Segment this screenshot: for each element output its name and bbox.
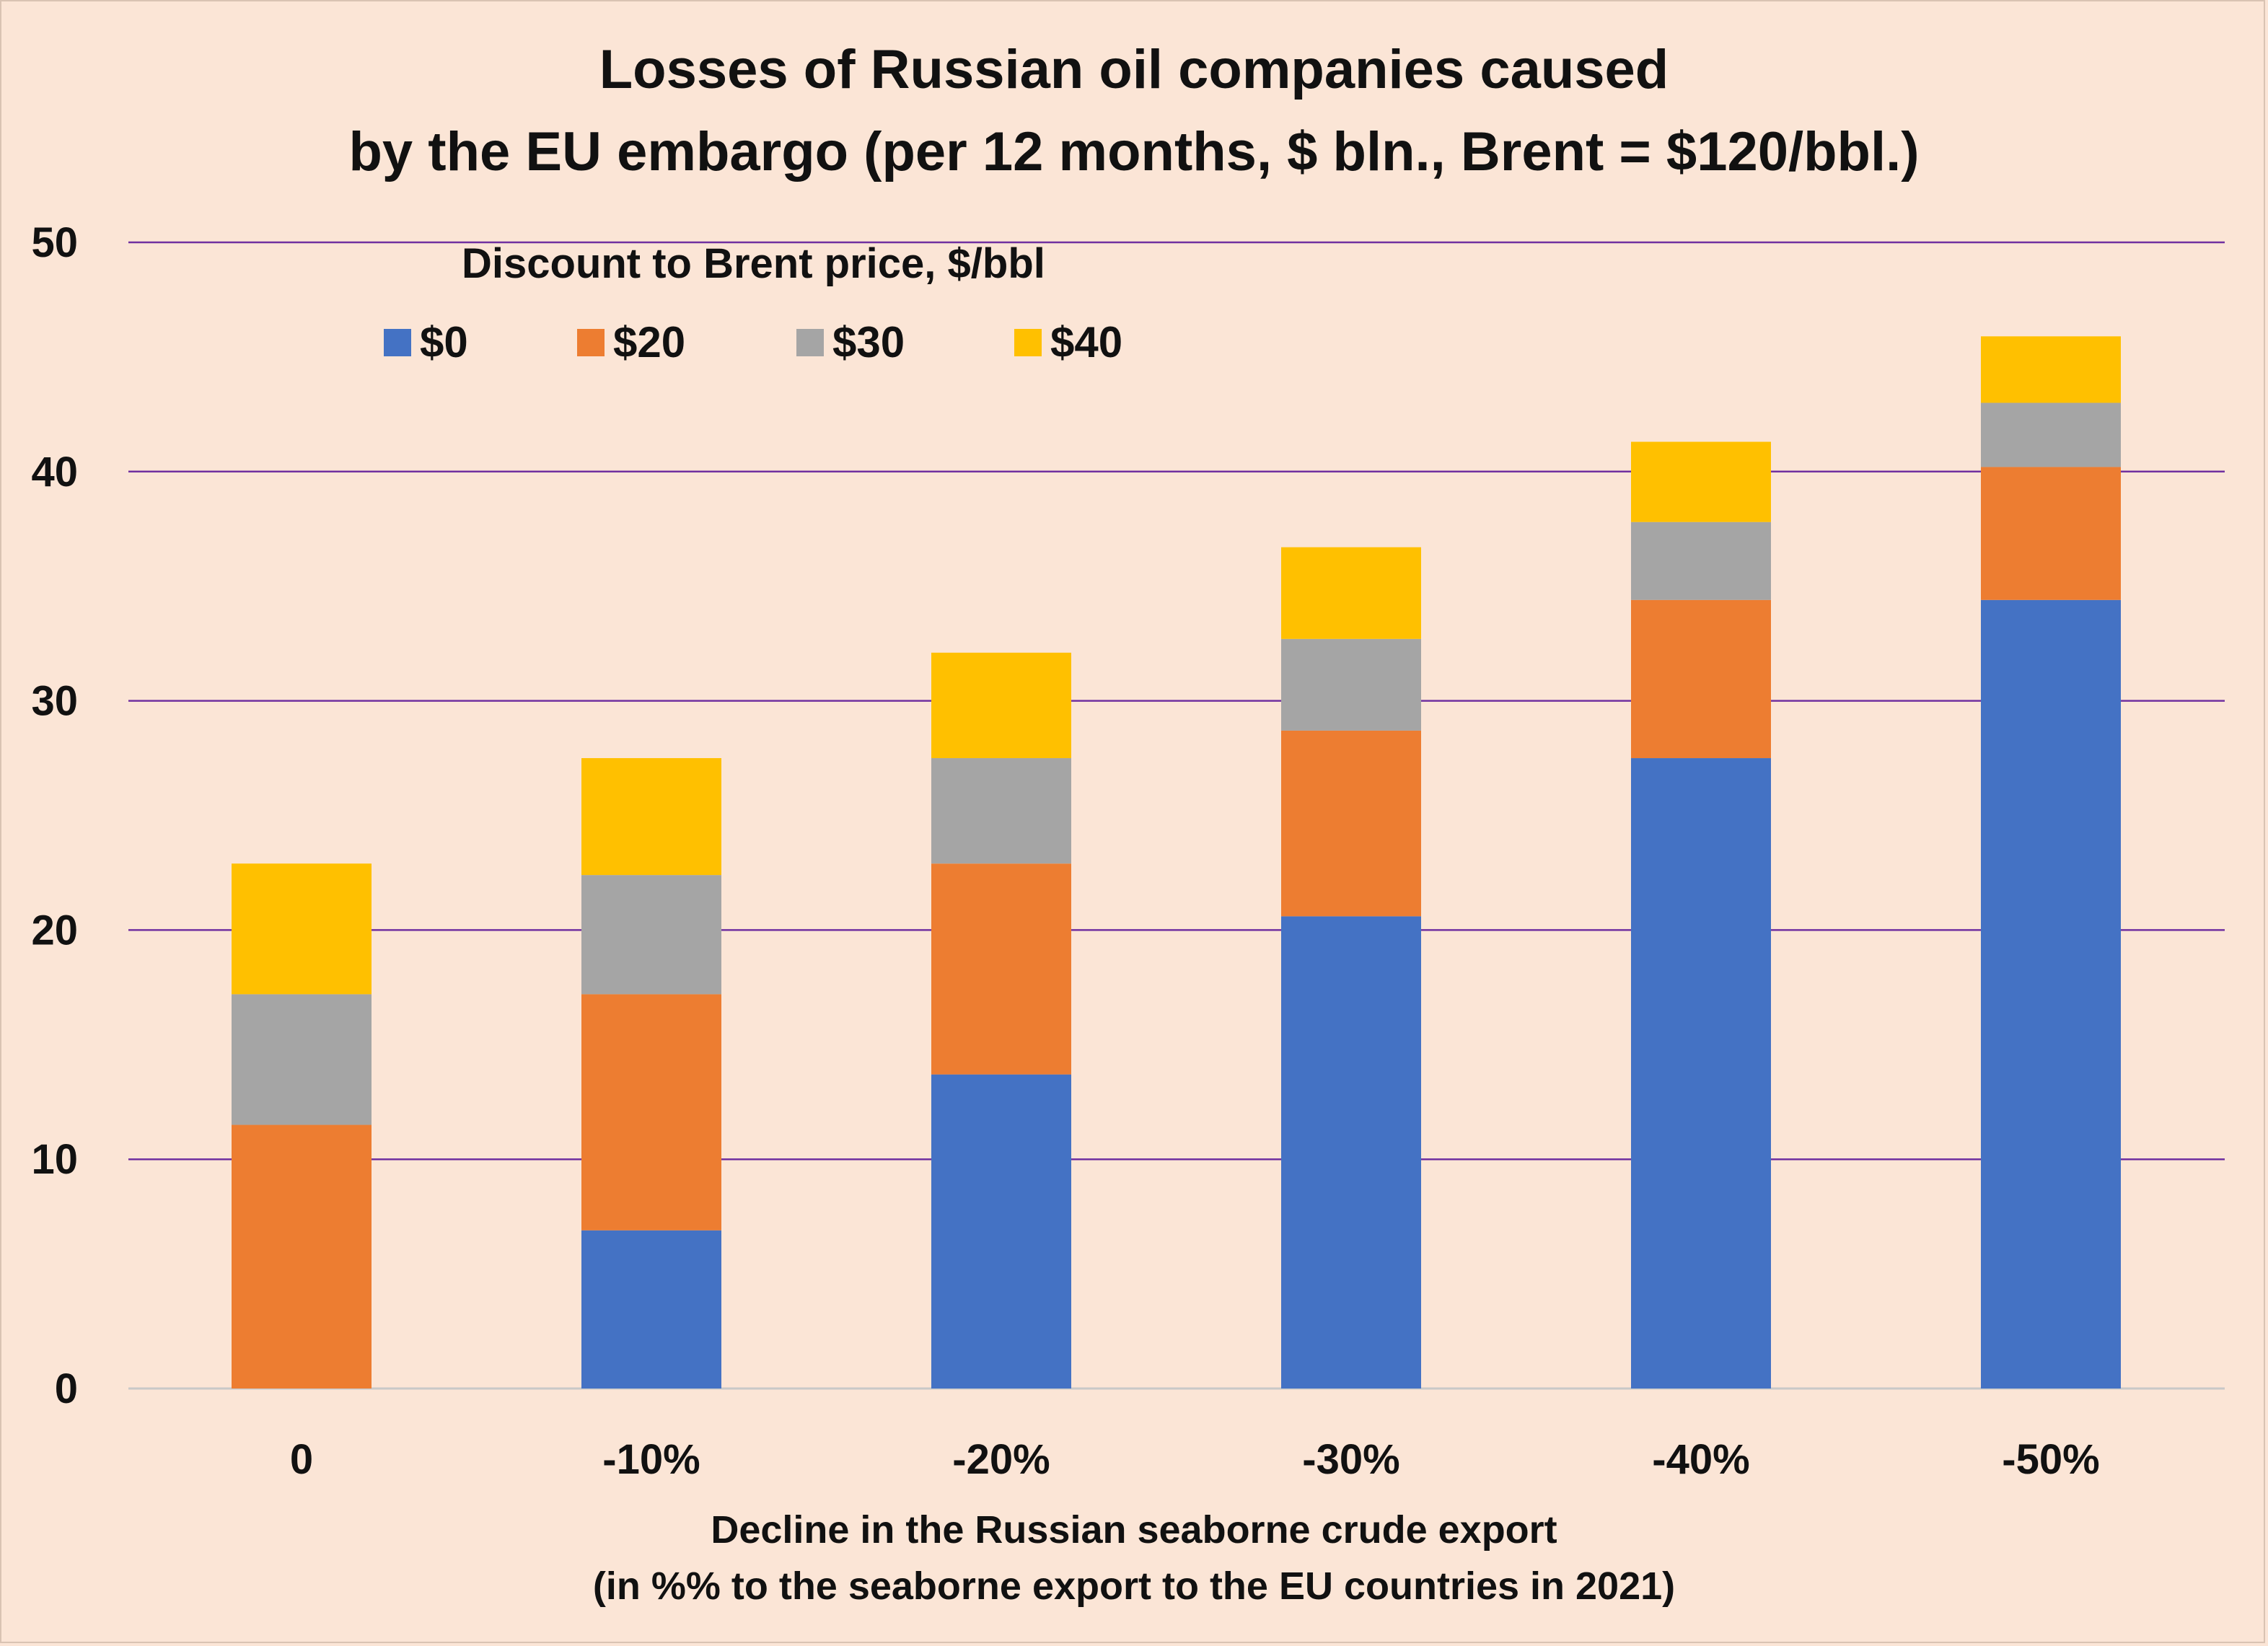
x-axis-label-line-2: (in %% to the seaborne export to the EU … — [592, 1564, 1676, 1608]
y-tick-label: 50 — [31, 219, 78, 266]
chart-title: Losses of Russian oil companies caused b… — [0, 29, 2268, 193]
chart-title-line-2: by the EU embargo (per 12 months, $ bln.… — [348, 121, 1920, 182]
bar-segment — [931, 758, 1071, 864]
legend-item-1: $20 — [577, 317, 685, 367]
x-tick-label: 0 — [290, 1436, 313, 1483]
bar-segment — [931, 1074, 1071, 1388]
chart-title-line-1: Losses of Russian oil companies caused — [599, 39, 1669, 100]
bar-segment — [232, 1125, 372, 1388]
bar-segment — [581, 994, 721, 1231]
bar-segment — [232, 994, 372, 1125]
legend-item-0: $0 — [384, 317, 468, 367]
bar-segment — [232, 863, 372, 995]
legend-item-2: $30 — [796, 317, 905, 367]
bar-segment — [1631, 521, 1771, 600]
bar-segment — [1631, 441, 1771, 522]
legend-item-3: $40 — [1014, 317, 1122, 367]
x-tick-label: -10% — [602, 1436, 700, 1483]
y-tick-label: 30 — [31, 678, 78, 725]
x-axis-label: Decline in the Russian seaborne crude ex… — [0, 1502, 2268, 1614]
bar-segment — [1631, 599, 1771, 759]
legend-swatch-3 — [1014, 328, 1042, 356]
y-tick-label: 10 — [31, 1136, 78, 1183]
bar-segment — [581, 758, 721, 876]
bar-segment — [931, 652, 1071, 759]
bar-segment — [1981, 402, 2121, 467]
legend-swatch-2 — [796, 328, 824, 356]
bar-segment — [1281, 547, 1421, 639]
x-tick-label: -40% — [1652, 1436, 1749, 1483]
x-tick-label: -20% — [952, 1436, 1050, 1483]
legend-label-2: $30 — [832, 318, 905, 366]
legend-swatch-1 — [577, 328, 605, 356]
bar-segment — [931, 863, 1071, 1075]
y-tick-label: 0 — [55, 1365, 78, 1412]
bar-segment — [581, 875, 721, 995]
legend-title: Discount to Brent price, $/bbl — [462, 240, 1045, 287]
bar-segment — [1981, 467, 2121, 600]
x-tick-label: -50% — [2002, 1436, 2099, 1483]
y-tick-label: 20 — [31, 907, 78, 954]
bar-segment — [1981, 336, 2121, 403]
bar-segment — [1281, 638, 1421, 731]
bar-segment — [1981, 599, 2121, 1388]
y-tick-label: 40 — [31, 449, 78, 496]
bar-segment — [581, 1230, 721, 1388]
x-axis-label-line-1: Decline in the Russian seaborne crude ex… — [711, 1508, 1557, 1552]
legend-label-1: $20 — [613, 318, 686, 366]
bar-segment — [1281, 916, 1421, 1388]
bar-segment — [1631, 758, 1771, 1388]
legend-label-0: $0 — [420, 318, 468, 366]
legend-swatch-0 — [384, 328, 411, 356]
legend-label-3: $40 — [1050, 318, 1123, 366]
bar-segment — [1281, 730, 1421, 917]
x-tick-label: -30% — [1302, 1436, 1399, 1483]
